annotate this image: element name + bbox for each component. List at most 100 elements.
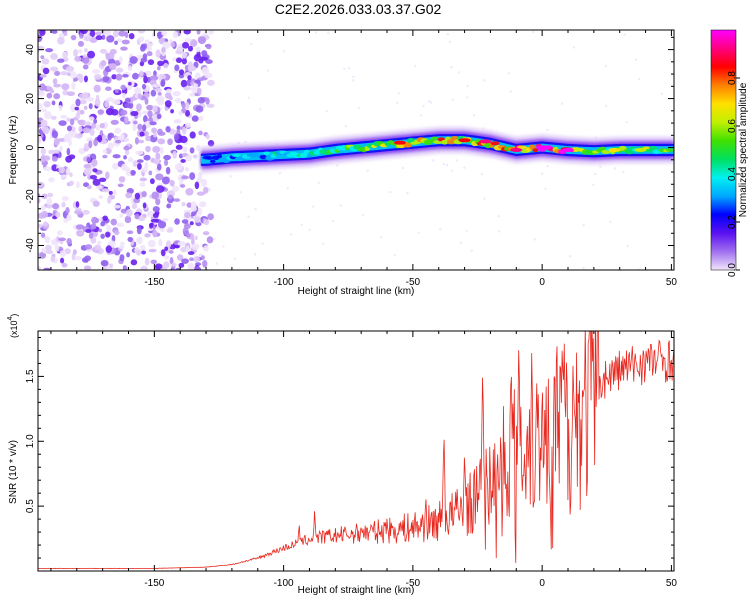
noise-blob xyxy=(205,133,210,140)
noise-speck xyxy=(380,236,383,239)
noise-blob xyxy=(60,174,67,179)
noise-blob xyxy=(165,125,171,133)
noise-blob xyxy=(161,30,168,36)
noise-blob xyxy=(138,36,145,42)
noise-blob xyxy=(160,227,165,233)
noise-blob xyxy=(189,172,196,180)
noise-blob xyxy=(162,218,169,222)
noise-blob xyxy=(91,216,98,224)
noise-speck xyxy=(533,238,537,241)
noise-speck xyxy=(317,181,320,184)
noise-blob xyxy=(118,56,123,63)
noise-speck xyxy=(366,169,369,172)
noise-speck xyxy=(568,255,572,258)
noise-speck xyxy=(233,257,236,260)
noise-blob xyxy=(127,65,133,72)
noise-blob xyxy=(173,133,180,141)
noise-blob xyxy=(119,213,124,218)
ridge-blob xyxy=(528,144,536,150)
noise-blob xyxy=(116,222,125,228)
noise-blob xyxy=(185,245,190,253)
noise-blob xyxy=(205,43,212,50)
noise-blob xyxy=(187,75,192,81)
noise-blob xyxy=(102,215,108,222)
noise-blob xyxy=(69,118,75,126)
spectrogram-ylabel: Frequency (Hz) xyxy=(8,116,19,185)
ridge-hotspot xyxy=(479,139,492,144)
noise-blob xyxy=(46,86,53,91)
noise-blob xyxy=(160,78,166,87)
noise-blob xyxy=(197,96,206,104)
noise-blob xyxy=(197,36,207,45)
noise-blob xyxy=(61,262,68,268)
noise-blob xyxy=(38,223,43,229)
noise-blob xyxy=(68,180,75,186)
noise-speck xyxy=(599,165,602,168)
noise-blob xyxy=(155,49,161,58)
noise-blob xyxy=(125,192,133,199)
noise-speck xyxy=(213,237,216,241)
ridge-blob xyxy=(231,153,241,158)
ridge-blob xyxy=(205,156,214,160)
noise-blob xyxy=(198,115,204,122)
ridge-hotspot xyxy=(393,140,406,145)
noise-speck xyxy=(239,191,242,194)
noise-blob xyxy=(171,185,180,192)
noise-blob xyxy=(70,104,76,113)
noise-blob xyxy=(140,244,146,252)
noise-blob xyxy=(181,57,187,65)
noise-blob xyxy=(127,157,134,163)
noise-blob xyxy=(187,64,194,73)
ridge-hotspot xyxy=(510,148,523,152)
noise-speck xyxy=(222,245,225,248)
noise-blob xyxy=(194,216,201,223)
noise-blob xyxy=(140,265,148,270)
noise-blob xyxy=(73,48,79,57)
noise-speck xyxy=(470,249,473,252)
noise-blob xyxy=(145,135,151,142)
noise-blob xyxy=(181,219,189,224)
noise-speck xyxy=(604,64,607,68)
snr-xtick-label: 50 xyxy=(666,578,678,589)
spectrogram-xtick-label: -50 xyxy=(406,277,421,288)
noise-blob xyxy=(175,144,183,150)
noise-blob xyxy=(206,236,214,244)
snr-background xyxy=(38,331,674,571)
noise-blob xyxy=(87,174,92,180)
noise-blob xyxy=(40,205,46,211)
noise-blob xyxy=(119,254,125,262)
noise-speck xyxy=(282,50,285,53)
noise-blob xyxy=(41,193,48,200)
noise-blob xyxy=(137,139,145,144)
noise-blob xyxy=(142,167,148,173)
snr-xtick-label: -100 xyxy=(274,578,294,589)
noise-blob xyxy=(78,93,86,99)
noise-speck xyxy=(509,90,513,93)
noise-blob xyxy=(76,73,84,79)
noise-blob xyxy=(157,138,166,145)
noise-blob xyxy=(126,230,134,235)
noise-blob xyxy=(80,30,88,35)
noise-blob xyxy=(100,60,107,67)
noise-blob xyxy=(184,211,191,219)
ridge-blob xyxy=(259,154,267,160)
noise-blob xyxy=(93,84,101,93)
noise-blob xyxy=(100,233,105,239)
noise-blob xyxy=(68,154,76,160)
snr-series-line xyxy=(38,331,674,569)
noise-blob xyxy=(181,52,188,59)
noise-blob xyxy=(120,84,127,91)
noise-blob xyxy=(118,245,125,249)
noise-blob xyxy=(88,140,93,149)
noise-blob xyxy=(196,177,203,183)
noise-blob xyxy=(58,166,66,174)
noise-blob xyxy=(38,90,46,97)
noise-blob xyxy=(74,256,82,261)
noise-blob xyxy=(106,224,112,232)
noise-blob xyxy=(207,139,215,147)
noise-blob xyxy=(163,63,169,69)
noise-blob xyxy=(52,202,59,210)
noise-blob xyxy=(198,207,203,216)
noise-speck xyxy=(450,65,453,69)
noise-blob xyxy=(83,163,92,169)
